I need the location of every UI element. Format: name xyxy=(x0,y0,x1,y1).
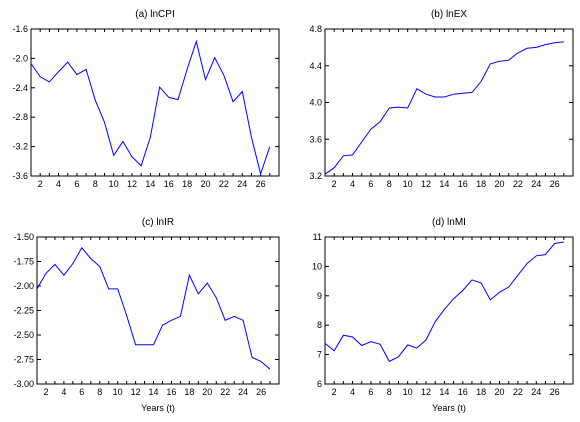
plot-frame-0 xyxy=(30,28,280,177)
x-tick-label-0-3: 8 xyxy=(93,179,98,189)
x-tick-label-0-0: 2 xyxy=(38,179,43,189)
x-tick-label-1-8: 18 xyxy=(476,179,486,189)
y-tick-label-2-6: -3.00 xyxy=(13,379,34,389)
x-tick-label-2-7: 16 xyxy=(166,387,176,397)
x-tick-label-2-1: 4 xyxy=(61,387,66,397)
x-tick-label-2-2: 6 xyxy=(79,387,84,397)
x-tick-label-2-6: 14 xyxy=(149,387,159,397)
x-tick-label-0-4: 10 xyxy=(109,179,119,189)
series-line-3 xyxy=(324,241,564,363)
x-axis-label-3: Years (t) xyxy=(432,403,466,413)
x-tick-label-2-12: 26 xyxy=(256,387,266,397)
x-tick-label-3-3: 8 xyxy=(387,387,392,397)
x-tick-label-2-11: 24 xyxy=(238,387,248,397)
x-tick-label-0-8: 18 xyxy=(182,179,192,189)
y-tick-label-3-1: 7 xyxy=(317,350,322,360)
x-tick-label-3-11: 24 xyxy=(531,387,541,397)
x-tick-label-1-9: 20 xyxy=(495,179,505,189)
y-tick-label-2-5: -2.75 xyxy=(13,355,34,365)
x-tick-label-1-1: 4 xyxy=(350,179,355,189)
x-tick-label-1-6: 14 xyxy=(439,179,449,189)
x-tick-label-0-7: 16 xyxy=(164,179,174,189)
x-tick-label-1-7: 16 xyxy=(458,179,468,189)
y-tick-label-0-0: -1.6 xyxy=(12,24,28,34)
y-tick-label-1-1: 3.6 xyxy=(309,134,322,144)
x-tick-label-1-3: 8 xyxy=(387,179,392,189)
x-tick-label-0-5: 12 xyxy=(127,179,137,189)
plot-frame-2 xyxy=(36,236,280,385)
x-tick-label-2-8: 18 xyxy=(184,387,194,397)
y-tick-label-0-4: -3.2 xyxy=(12,142,28,152)
x-tick-label-2-5: 12 xyxy=(131,387,141,397)
x-tick-label-2-3: 8 xyxy=(97,387,102,397)
y-tick-label-1-0: 3.2 xyxy=(309,171,322,181)
y-tick-label-2-3: -2.25 xyxy=(13,306,34,316)
y-tick-label-0-2: -2.4 xyxy=(12,83,28,93)
y-tick-label-0-5: -3.6 xyxy=(12,171,28,181)
y-tick-label-1-2: 4.0 xyxy=(309,98,322,108)
y-tick-label-1-4: 4.8 xyxy=(309,24,322,34)
x-tick-label-0-11: 24 xyxy=(237,179,247,189)
x-tick-label-2-9: 20 xyxy=(202,387,212,397)
x-tick-label-3-5: 12 xyxy=(421,387,431,397)
chart-title-3: (d) lnMI xyxy=(432,217,466,228)
y-tick-label-3-0: 6 xyxy=(317,379,322,389)
x-tick-label-0-12: 26 xyxy=(256,179,266,189)
x-tick-label-0-6: 14 xyxy=(145,179,155,189)
chart-title-2: (c) lnIR xyxy=(142,217,174,228)
chart-title-1: (b) lnEX xyxy=(431,9,467,20)
y-tick-label-2-0: -1.50 xyxy=(13,232,34,242)
x-tick-label-1-2: 6 xyxy=(368,179,373,189)
chart-title-0: (a) lnCPI xyxy=(135,9,174,20)
x-tick-label-0-2: 6 xyxy=(74,179,79,189)
x-tick-label-3-6: 14 xyxy=(439,387,449,397)
x-tick-label-3-2: 6 xyxy=(368,387,373,397)
y-tick-label-0-1: -2.0 xyxy=(12,53,28,63)
y-tick-label-3-4: 10 xyxy=(312,261,322,271)
series-line-2 xyxy=(36,246,271,370)
x-tick-label-0-10: 22 xyxy=(219,179,229,189)
y-tick-label-2-2: -2.00 xyxy=(13,281,34,291)
x-tick-label-1-12: 26 xyxy=(550,179,560,189)
x-tick-label-0-1: 4 xyxy=(56,179,61,189)
x-tick-label-3-12: 26 xyxy=(550,387,560,397)
y-tick-label-2-1: -1.75 xyxy=(13,257,34,267)
series-line-0 xyxy=(30,39,271,176)
x-tick-label-3-1: 4 xyxy=(350,387,355,397)
x-tick-label-3-4: 10 xyxy=(403,387,413,397)
y-tick-label-1-3: 4.4 xyxy=(309,61,322,71)
x-tick-label-1-0: 2 xyxy=(332,179,337,189)
y-tick-label-3-3: 9 xyxy=(317,291,322,301)
x-tick-label-0-9: 20 xyxy=(201,179,211,189)
x-tick-label-3-10: 22 xyxy=(513,387,523,397)
x-tick-label-2-10: 22 xyxy=(220,387,230,397)
x-tick-label-3-7: 16 xyxy=(458,387,468,397)
x-tick-label-1-5: 12 xyxy=(421,179,431,189)
x-tick-label-1-4: 10 xyxy=(403,179,413,189)
x-tick-label-3-9: 20 xyxy=(495,387,505,397)
y-tick-label-3-5: 11 xyxy=(313,232,322,242)
x-tick-label-3-0: 2 xyxy=(332,387,337,397)
x-tick-label-3-8: 18 xyxy=(476,387,486,397)
y-tick-label-2-4: -2.50 xyxy=(13,330,34,340)
series-line-1 xyxy=(324,41,564,175)
y-tick-label-3-2: 8 xyxy=(317,320,322,330)
x-tick-label-1-11: 24 xyxy=(531,179,541,189)
plot-frame-1 xyxy=(324,28,574,177)
x-tick-label-2-0: 2 xyxy=(43,387,48,397)
x-axis-label-2: Years (t) xyxy=(141,403,175,413)
x-tick-label-2-4: 10 xyxy=(113,387,123,397)
plot-frame-3 xyxy=(324,236,574,385)
y-tick-label-0-3: -2.8 xyxy=(12,112,28,122)
x-tick-label-1-10: 22 xyxy=(513,179,523,189)
